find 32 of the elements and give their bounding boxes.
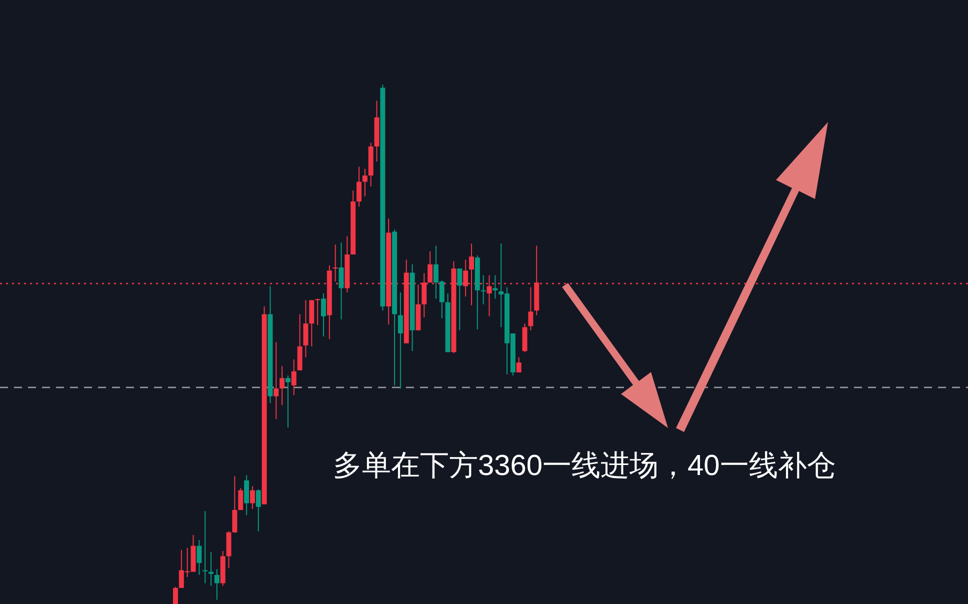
candlestick — [226, 530, 232, 569]
candlestick — [492, 274, 498, 300]
candlestick — [285, 374, 290, 428]
candlestick — [315, 298, 320, 326]
candlestick — [303, 300, 308, 358]
candlestick — [280, 366, 285, 406]
candlestick — [250, 486, 255, 510]
annotation: 多单在下方3360一线进场，40一线补仓 — [333, 449, 836, 484]
candlestick — [256, 488, 261, 532]
candlestick — [522, 323, 528, 353]
candlestick — [196, 540, 202, 576]
candlestick — [457, 268, 462, 331]
candlestick — [480, 274, 486, 305]
candlestick — [173, 586, 178, 604]
candlestick — [208, 552, 214, 586]
candlestick — [238, 488, 244, 510]
candlestick — [214, 568, 220, 600]
candlestick — [274, 342, 279, 420]
candlestick — [244, 474, 250, 516]
candlestick — [321, 292, 326, 338]
candlestick — [516, 356, 522, 373]
candlestick — [232, 476, 238, 534]
candlestick — [202, 510, 208, 584]
candlestick — [528, 286, 534, 331]
candlestick — [362, 168, 368, 197]
candlestick — [398, 292, 403, 389]
candlestick — [338, 242, 344, 320]
candlestick — [309, 300, 314, 347]
candlestick — [356, 166, 362, 208]
candlestick — [291, 358, 296, 396]
candlestick — [332, 244, 338, 282]
candlestick — [297, 314, 302, 371]
